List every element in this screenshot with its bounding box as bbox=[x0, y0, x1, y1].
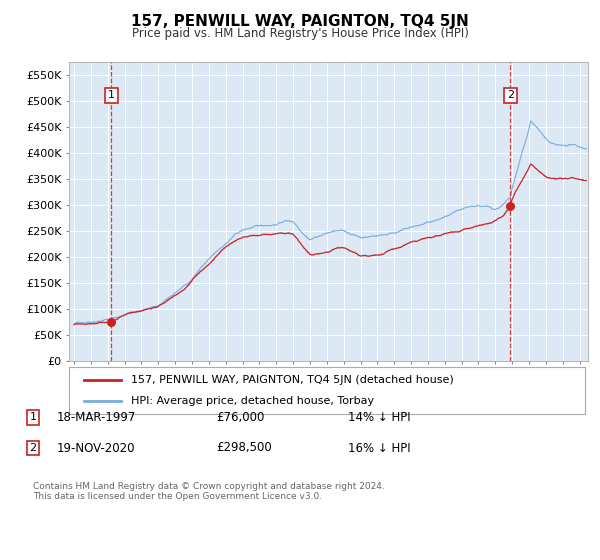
Text: 19-NOV-2020: 19-NOV-2020 bbox=[57, 441, 136, 455]
Text: 1: 1 bbox=[108, 91, 115, 100]
Text: 157, PENWILL WAY, PAIGNTON, TQ4 5JN (detached house): 157, PENWILL WAY, PAIGNTON, TQ4 5JN (det… bbox=[131, 375, 454, 385]
Text: 157, PENWILL WAY, PAIGNTON, TQ4 5JN: 157, PENWILL WAY, PAIGNTON, TQ4 5JN bbox=[131, 14, 469, 29]
Text: 2: 2 bbox=[507, 91, 514, 100]
Text: £76,000: £76,000 bbox=[216, 410, 265, 424]
Text: 2: 2 bbox=[29, 443, 37, 453]
Text: Price paid vs. HM Land Registry's House Price Index (HPI): Price paid vs. HM Land Registry's House … bbox=[131, 27, 469, 40]
Text: 1: 1 bbox=[29, 412, 37, 422]
Text: £298,500: £298,500 bbox=[216, 441, 272, 455]
Text: 14% ↓ HPI: 14% ↓ HPI bbox=[348, 410, 410, 424]
Text: 18-MAR-1997: 18-MAR-1997 bbox=[57, 410, 136, 424]
Text: HPI: Average price, detached house, Torbay: HPI: Average price, detached house, Torb… bbox=[131, 396, 374, 406]
Text: Contains HM Land Registry data © Crown copyright and database right 2024.
This d: Contains HM Land Registry data © Crown c… bbox=[33, 482, 385, 501]
Text: 16% ↓ HPI: 16% ↓ HPI bbox=[348, 441, 410, 455]
